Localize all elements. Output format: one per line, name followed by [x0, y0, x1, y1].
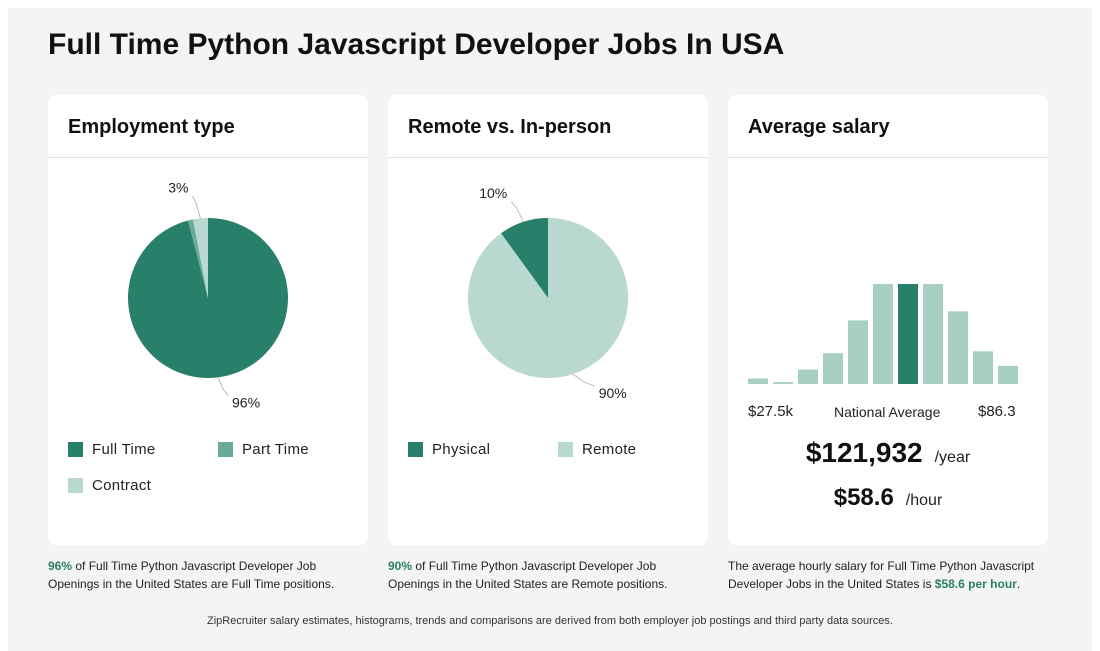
yearly-salary: $121,932 /year [728, 437, 1048, 469]
pie-slice-full-time [128, 218, 288, 379]
pie-slice-physical [500, 218, 548, 298]
hourly-salary-unit: /hour [905, 492, 943, 509]
legend-item-physical: Physical [408, 441, 490, 458]
hourly-salary-value: $58.6 [833, 484, 894, 511]
salary-title: Average salary [748, 116, 890, 138]
histogram-bar [798, 369, 818, 384]
pie-slice-remote [468, 218, 628, 378]
pie-label-physical: 10% [479, 185, 507, 201]
legend-swatch-full-time [68, 442, 83, 457]
national-average-label: National Average [834, 404, 941, 420]
histogram-bar [898, 284, 918, 384]
histogram-bar [948, 311, 968, 384]
pie-label-contract: 3% [168, 179, 188, 195]
legend-swatch-contract [68, 478, 83, 493]
employment-caption-text: of Full Time Python Javascript Developer… [48, 559, 335, 591]
histogram-bar [873, 284, 893, 384]
salary-card: Average salary $27.5k National Average $… [728, 95, 1048, 545]
salary-caption-highlight: $58.6 per hour [934, 577, 1017, 591]
salary-min-label: $27.5k [748, 403, 794, 420]
remote-caption-text: of Full Time Python Javascript Developer… [388, 559, 668, 591]
employment-type-title: Employment type [68, 116, 235, 138]
legend-swatch-physical [408, 442, 423, 457]
histogram-bar [973, 351, 993, 384]
card-divider [48, 157, 368, 158]
employment-caption-highlight: 96% [48, 559, 73, 573]
histogram-bar [923, 284, 943, 384]
remote-card: Remote vs. In-person 10% 90% Physical Rem… [388, 95, 708, 545]
card-divider [728, 157, 1048, 158]
employment-type-card: Employment type 96% 3% Full Time Part Tim… [48, 95, 368, 545]
remote-pie-chart: 10% 90% [468, 185, 628, 401]
legend-item-contract: Contract [68, 477, 151, 494]
legend-label-contract: Contract [92, 477, 152, 494]
remote-title: Remote vs. In-person [408, 116, 612, 138]
legend-label-remote: Remote [582, 441, 637, 458]
salary-max-label: $86.3 [978, 403, 1016, 420]
pie-leader-line-physical [510, 201, 524, 223]
pie-label-full-time: 96% [232, 394, 260, 410]
pie-slice-part-time [188, 219, 208, 298]
page-title: Full Time Python Javascript Developer Jo… [48, 28, 785, 61]
employment-pie-chart: 96% 3% [128, 179, 288, 410]
yearly-salary-value: $121,932 [805, 437, 923, 468]
pie-slice-contract [193, 218, 208, 298]
legend-item-part-time: Part Time [218, 441, 309, 458]
histogram-bar [773, 382, 793, 384]
histogram-bar [748, 378, 768, 384]
legend-item-full-time: Full Time [68, 441, 156, 458]
legend-item-remote: Remote [558, 441, 636, 458]
employment-caption: 96% of Full Time Python Javascript Devel… [48, 557, 368, 593]
salary-caption-text: The average hourly salary for Full Time … [728, 559, 1035, 591]
pie-label-remote: 90% [599, 385, 627, 401]
legend-swatch-part-time [218, 442, 233, 457]
histogram-bar [848, 320, 868, 384]
remote-caption-highlight: 90% [388, 559, 413, 573]
remote-caption: 90% of Full Time Python Javascript Devel… [388, 557, 708, 593]
salary-histogram [748, 284, 1018, 384]
salary-caption: The average hourly salary for Full Time … [728, 557, 1048, 593]
legend-label-part-time: Part Time [242, 441, 309, 458]
footer-note: ZipRecruiter salary estimates, histogram… [207, 615, 893, 627]
legend-label-full-time: Full Time [92, 441, 156, 458]
legend-label-physical: Physical [432, 441, 491, 458]
pie-leader-line-contract [192, 196, 201, 219]
hourly-salary: $58.6 /hour [728, 484, 1048, 512]
legend-swatch-remote [558, 442, 573, 457]
card-divider [388, 157, 708, 158]
yearly-salary-unit: /year [934, 449, 971, 466]
histogram-bar [823, 353, 843, 384]
salary-caption-end: . [1016, 577, 1021, 591]
pie-leader-line-remote [572, 373, 595, 387]
pie-leader-line-full-time [217, 377, 229, 396]
histogram-bar [998, 365, 1018, 384]
